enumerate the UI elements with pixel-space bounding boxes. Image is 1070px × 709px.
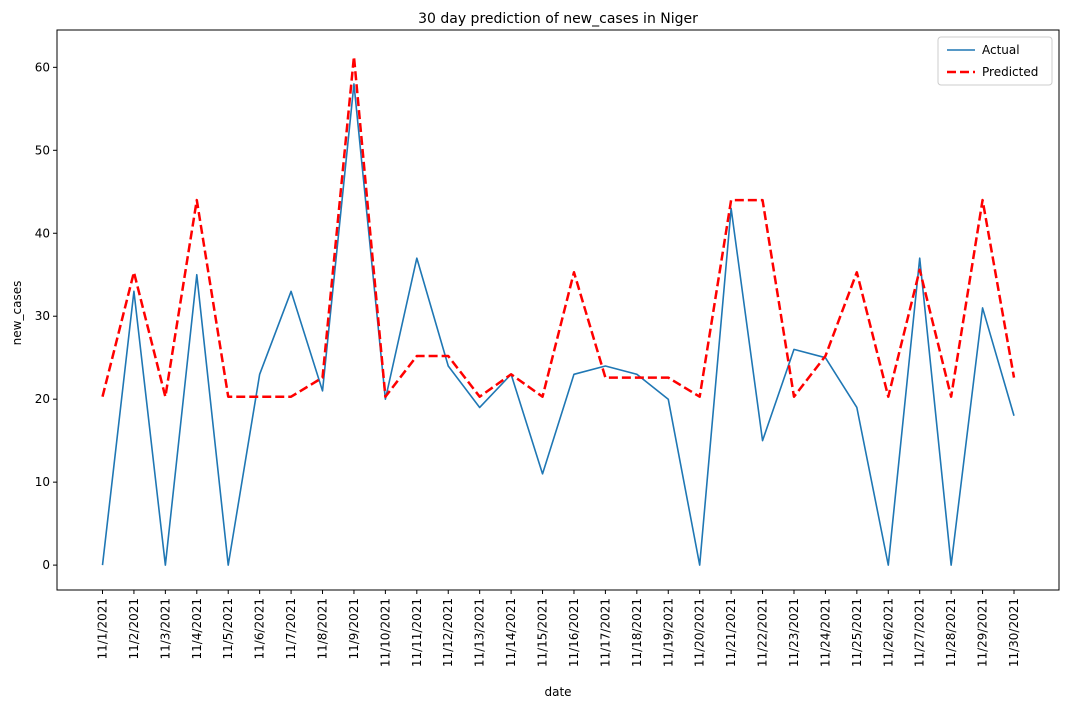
plot-frame	[56, 29, 1060, 591]
x-tick-label: 11/23/2021	[787, 598, 801, 667]
y-tick-label: 20	[35, 392, 50, 406]
series-line-predicted	[101, 55, 1016, 398]
x-tick-label: 11/2/2021	[127, 598, 141, 660]
y-tick-label: 40	[35, 226, 50, 240]
x-tick-label: 11/21/2021	[724, 598, 738, 667]
series-layer	[101, 55, 1016, 566]
x-tick-label: 11/1/2021	[96, 598, 110, 660]
y-axis: 0 10 20 30 40 50 60	[35, 60, 57, 572]
x-axis-label: date	[544, 685, 571, 699]
series-line-actual	[101, 83, 1015, 566]
x-tick-label: 11/7/2021	[284, 598, 298, 660]
x-tick-label: 11/24/2021	[818, 598, 832, 667]
x-tick-label: 11/11/2021	[410, 598, 424, 667]
x-tick-label: 11/9/2021	[347, 598, 361, 660]
x-tick-label: 11/17/2021	[598, 598, 612, 667]
x-tick-label: 11/8/2021	[316, 598, 330, 660]
y-tick-label: 30	[35, 309, 50, 323]
x-tick-label: 11/13/2021	[473, 598, 487, 667]
x-tick-label: 11/14/2021	[504, 598, 518, 667]
x-tick-label: 11/12/2021	[441, 598, 455, 667]
x-tick-label: 11/3/2021	[158, 598, 172, 660]
x-tick-label: 11/26/2021	[881, 598, 895, 667]
y-tick-label: 60	[35, 60, 50, 74]
y-tick-label: 50	[35, 143, 50, 157]
x-tick-label: 11/27/2021	[913, 598, 927, 667]
x-tick-label: 11/22/2021	[756, 598, 770, 667]
x-tick-label: 11/16/2021	[567, 598, 581, 667]
x-tick-label: 11/6/2021	[253, 598, 267, 660]
x-tick-label: 11/5/2021	[221, 598, 235, 660]
y-tick-label: 0	[42, 558, 50, 572]
x-tick-label: 11/10/2021	[378, 598, 392, 667]
x-tick-label: 11/4/2021	[190, 598, 204, 660]
legend-label-predicted: Predicted	[982, 65, 1038, 79]
x-tick-label: 11/30/2021	[1007, 598, 1021, 667]
x-axis: 11/1/2021 11/2/2021 11/3/2021 11/4/2021 11/5…	[96, 590, 1021, 667]
legend: Actual Predicted	[937, 36, 1053, 86]
x-tick-label: 11/25/2021	[850, 598, 864, 667]
chart-title: 30 day prediction of new_cases in Niger	[418, 11, 698, 27]
y-axis-label: new_cases	[10, 281, 24, 346]
x-tick-label: 11/29/2021	[976, 598, 990, 667]
x-tick-label: 11/18/2021	[630, 598, 644, 667]
x-tick-label: 11/15/2021	[536, 598, 550, 667]
x-tick-label: 11/20/2021	[693, 598, 707, 667]
x-tick-label: 11/28/2021	[944, 598, 958, 667]
x-tick-label: 11/19/2021	[661, 598, 675, 667]
legend-label-actual: Actual	[982, 43, 1020, 57]
y-tick-label: 10	[35, 475, 50, 489]
